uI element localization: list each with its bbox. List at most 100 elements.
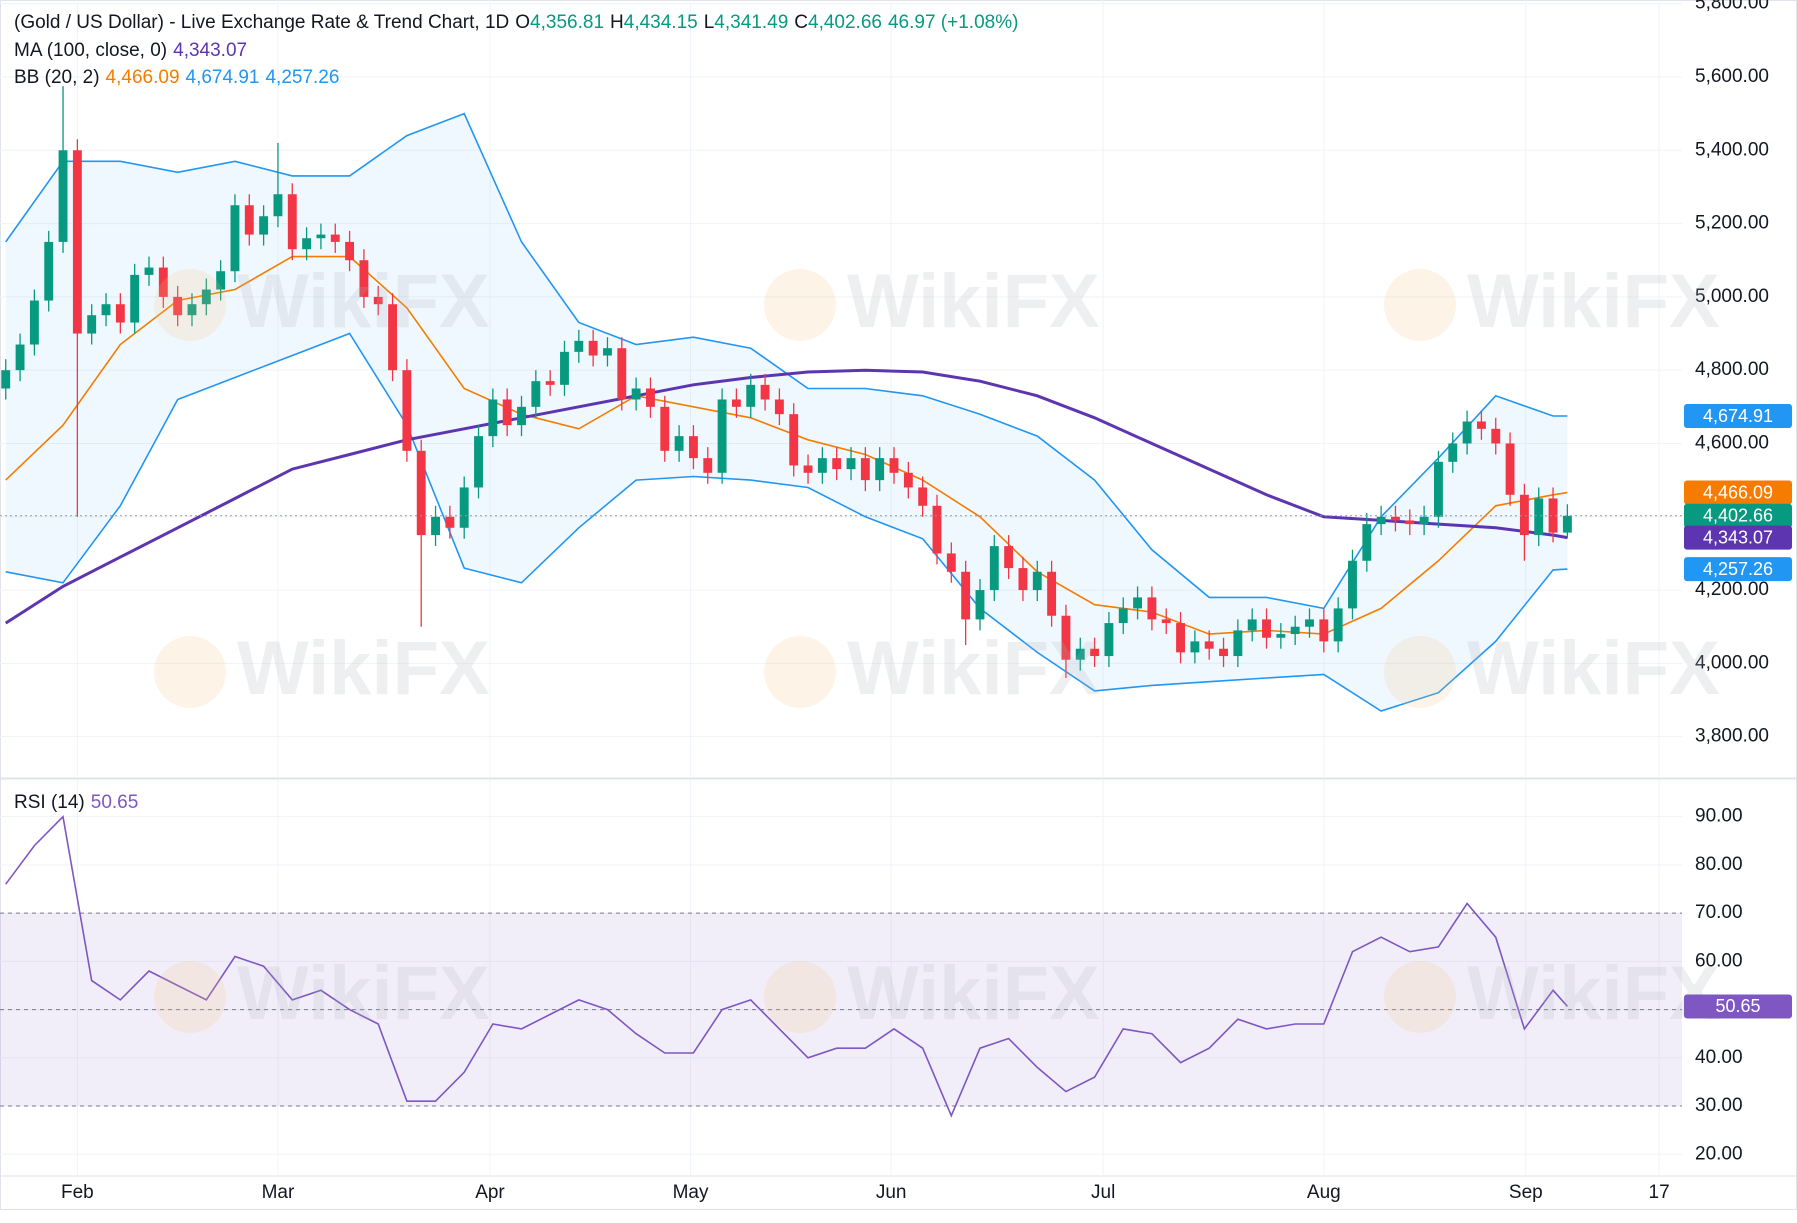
- candle: [731, 388, 741, 418]
- watermark-logo: [1384, 636, 1456, 708]
- candle: [1075, 637, 1085, 671]
- x-tick-label: May: [673, 1182, 709, 1203]
- candle-body: [1247, 619, 1257, 631]
- x-tick-label: Jul: [1091, 1182, 1115, 1203]
- candle-body: [946, 553, 956, 572]
- candle-body: [588, 340, 598, 356]
- price-tag-label: 4,257.26: [1703, 559, 1773, 579]
- candle: [488, 388, 498, 448]
- bb-band-fill: [5, 113, 1568, 712]
- candle: [1290, 615, 1300, 646]
- candle: [1090, 637, 1100, 668]
- rsi-value: 50.65: [90, 792, 139, 813]
- candle-body: [803, 465, 813, 473]
- candle: [72, 139, 82, 517]
- candle: [1333, 597, 1343, 653]
- candle: [330, 223, 340, 253]
- candle-body: [832, 458, 842, 470]
- candle-body: [273, 194, 283, 217]
- candle: [359, 249, 369, 308]
- candle-body: [1433, 461, 1443, 517]
- candle: [1118, 597, 1128, 635]
- candle-body: [302, 238, 312, 250]
- candle-body: [72, 150, 82, 334]
- candle: [889, 447, 899, 484]
- price-tag: [1684, 480, 1792, 505]
- candle-body: [674, 436, 684, 451]
- change: 46.97 (+1.08%): [887, 12, 1019, 33]
- candle-body: [1176, 623, 1185, 653]
- y-tick-label: 4,600.00: [1695, 432, 1769, 453]
- candle: [388, 293, 398, 382]
- candle-body: [1448, 443, 1458, 462]
- candle-body: [889, 458, 899, 473]
- bb-line: [5, 255, 1568, 635]
- price-tag: [1684, 525, 1792, 550]
- candle-body: [545, 381, 555, 385]
- candle: [158, 256, 168, 308]
- ma-name: MA (100, close, 0): [14, 40, 168, 61]
- watermark-logo: [764, 961, 836, 1033]
- watermark-logo: [1384, 961, 1456, 1033]
- candle: [574, 329, 584, 363]
- candle: [1448, 432, 1458, 473]
- candle: [1376, 505, 1386, 536]
- candle: [1204, 630, 1214, 660]
- candle-body: [130, 274, 140, 323]
- candle-body: [1305, 619, 1314, 627]
- candle: [1233, 619, 1243, 668]
- candle-body: [87, 315, 97, 334]
- candle-body: [101, 304, 111, 316]
- ohlc-letter: C: [794, 12, 808, 33]
- candle: [1491, 417, 1501, 455]
- candle: [502, 388, 512, 437]
- ohlc-letter: H: [610, 12, 624, 33]
- candle-body: [1290, 626, 1300, 635]
- ohlc-letter: O: [515, 12, 531, 33]
- candle-body: [660, 406, 670, 451]
- candle-body: [717, 399, 727, 473]
- bb-value: 4,674.91: [185, 67, 260, 88]
- header-ma: MA (100, close, 0) 4,343.07: [14, 40, 253, 62]
- candle-body: [1161, 619, 1171, 624]
- candle: [560, 340, 569, 396]
- candle: [373, 285, 383, 316]
- candle: [688, 425, 698, 470]
- candle: [1562, 504, 1572, 539]
- candle-body: [1562, 515, 1572, 533]
- candle-body: [1075, 648, 1085, 660]
- candle-body: [474, 436, 483, 488]
- candle: [259, 205, 269, 246]
- title: (Gold / US Dollar) - Live Exchange Rate …: [14, 12, 510, 33]
- candle: [1505, 432, 1515, 506]
- candle: [832, 447, 842, 481]
- watermark: WikiFX: [1467, 259, 1720, 344]
- candle-body: [517, 406, 526, 426]
- candle-body: [1233, 630, 1243, 657]
- candle-body: [1262, 619, 1271, 638]
- candle-body: [932, 505, 942, 554]
- candle-body: [1018, 568, 1028, 591]
- candle: [760, 373, 770, 411]
- candle: [1247, 608, 1257, 642]
- candle-body: [1190, 641, 1200, 653]
- candle-body: [961, 571, 971, 620]
- candle: [1391, 505, 1400, 532]
- candle-body: [918, 487, 928, 506]
- candle-body: [1548, 498, 1558, 533]
- rsi-name: RSI (14): [14, 792, 85, 813]
- watermark: WikiFX: [1467, 951, 1720, 1036]
- candle: [101, 293, 111, 327]
- candle: [875, 447, 885, 492]
- price-pane: [0, 0, 1682, 777]
- watermark-logo: [154, 961, 226, 1033]
- candle: [961, 560, 971, 646]
- candle-body: [989, 546, 999, 591]
- candle: [1061, 604, 1071, 679]
- candle: [287, 183, 297, 261]
- candle-body: [860, 458, 870, 481]
- candle-body: [1032, 571, 1042, 591]
- candle-body: [388, 304, 398, 371]
- candle: [1219, 637, 1228, 668]
- ohlc: O4,356.81 H4,434.15 L4,341.49 C4,402.66 46.9…: [515, 12, 1024, 33]
